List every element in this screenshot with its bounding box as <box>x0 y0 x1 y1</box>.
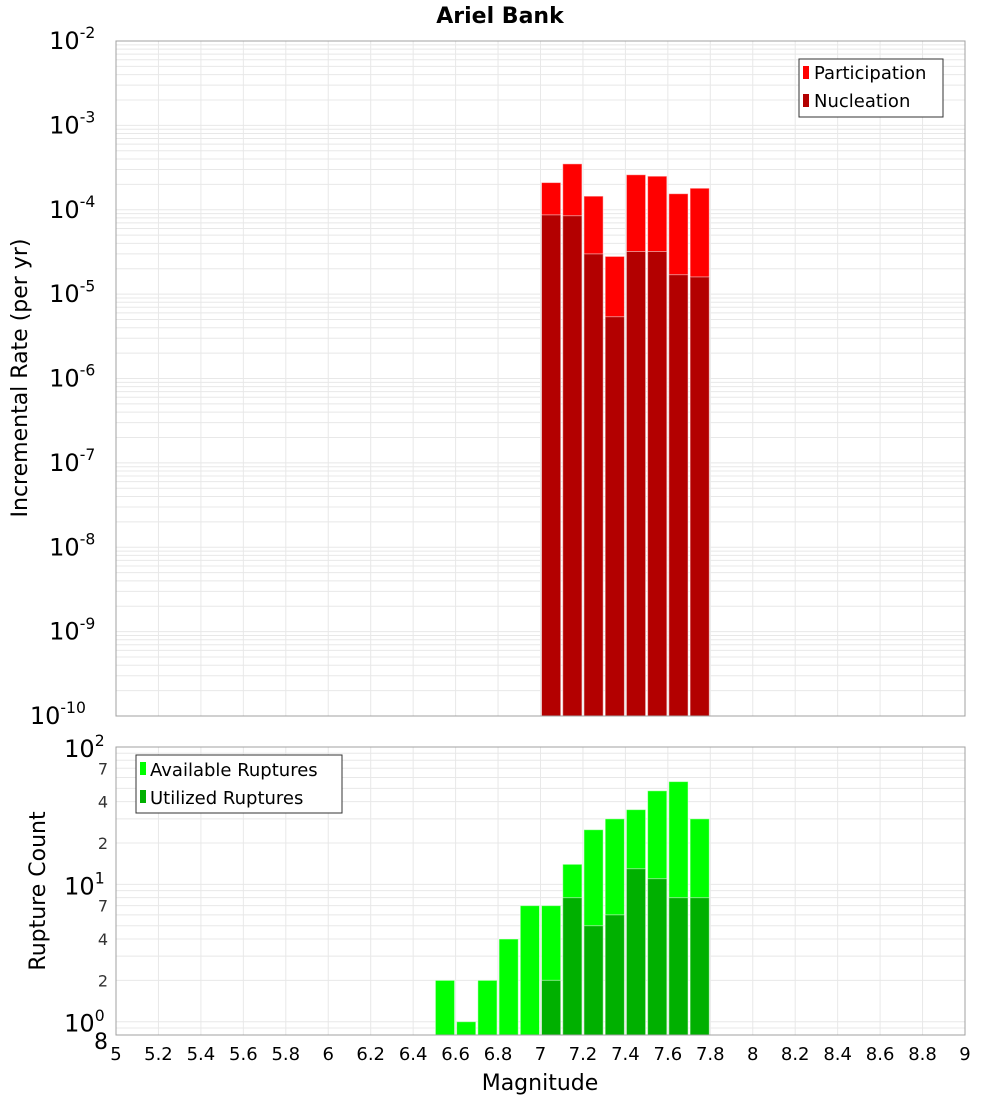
legend <box>135 754 343 814</box>
bar-nucleation <box>668 274 689 717</box>
x-tick-label: 6.4 <box>399 1044 428 1065</box>
legend-swatch <box>140 790 146 803</box>
bar-utilized-ruptures <box>583 925 604 1036</box>
x-tick-label: 8.2 <box>781 1044 810 1065</box>
legend-swatch <box>803 66 809 79</box>
x-tick-label: 9 <box>959 1044 970 1065</box>
x-tick-label: 5.6 <box>229 1044 258 1065</box>
bar-utilized-ruptures <box>541 979 562 1036</box>
bar-utilized-ruptures <box>647 878 668 1036</box>
legend-label: Available Ruptures <box>150 760 318 781</box>
x-tick-label: 6.2 <box>356 1044 385 1065</box>
y-tick-label: 10-5 <box>49 277 95 308</box>
x-tick-label: 8.6 <box>866 1044 895 1065</box>
y-tick-label: 10-9 <box>49 615 95 646</box>
x-tick-label: 6 <box>323 1044 334 1065</box>
legend-label: Nucleation <box>814 91 910 112</box>
x-tick-label: 6.6 <box>441 1044 470 1065</box>
bar-nucleation <box>647 251 668 717</box>
bar-available-ruptures <box>456 1021 477 1036</box>
x-tick-label: 8.4 <box>823 1044 852 1065</box>
plot-frame <box>115 40 966 717</box>
bar-nucleation <box>625 251 647 717</box>
y-tick-label: 10-3 <box>49 109 95 140</box>
legend <box>798 58 944 118</box>
bar-utilized-ruptures <box>625 868 647 1036</box>
y-tick-label: 101 <box>64 870 104 901</box>
x-tick-label: 8 <box>747 1044 758 1065</box>
y-minor-tick-label: 7 <box>98 759 108 778</box>
y-minor-tick-label: 4 <box>98 793 108 812</box>
y-axis-label: Incremental Rate (per yr) <box>8 239 33 518</box>
y-tick-label: 10-8 <box>49 530 95 561</box>
y-minor-tick-label: 2 <box>98 971 108 990</box>
x-tick-label: 5.2 <box>144 1044 173 1065</box>
y-tick-label: 10-4 <box>49 193 95 224</box>
bar-available-ruptures <box>498 938 519 1036</box>
y-minor-tick-label: 4 <box>98 930 108 949</box>
bar-utilized-ruptures <box>668 897 689 1036</box>
x-tick-label: 5 <box>110 1044 121 1065</box>
x-axis-label: Magnitude <box>482 1071 599 1096</box>
bar-nucleation <box>604 316 625 717</box>
plot-frame <box>115 746 966 1036</box>
y-tick-label: 10-10 <box>30 699 86 730</box>
bar-nucleation <box>541 214 562 717</box>
x-tick-label: 7.8 <box>696 1044 725 1065</box>
y-tick-label: 102 <box>64 732 104 763</box>
bar-utilized-ruptures <box>562 897 583 1036</box>
x-tick-label: 7.2 <box>569 1044 598 1065</box>
x-tick-label: 7 <box>535 1044 546 1065</box>
x-tick-label: 5.4 <box>187 1044 216 1065</box>
y-axis-label: Rupture Count <box>26 811 51 971</box>
chart-title: Ariel Bank <box>436 4 565 29</box>
x-tick-label: 7.6 <box>654 1044 683 1065</box>
y-tick-label: 10-2 <box>49 24 95 55</box>
x-tick-label: 6.8 <box>484 1044 513 1065</box>
legend-label: Utilized Ruptures <box>150 788 303 809</box>
x-tick-label: 5.8 <box>271 1044 300 1065</box>
y-minor-tick-label: 7 <box>98 897 108 916</box>
x-tick-label: 8.8 <box>908 1044 937 1065</box>
legend-swatch <box>140 762 146 775</box>
y-tick-label: 10-7 <box>49 446 95 477</box>
x-tick-label: 7.4 <box>611 1044 640 1065</box>
bar-available-ruptures <box>519 905 541 1036</box>
legend-label: Participation <box>814 63 926 84</box>
y-tick-label: 100 <box>64 1007 104 1038</box>
bar-utilized-ruptures <box>689 897 710 1036</box>
bar-nucleation <box>562 215 583 717</box>
bar-available-ruptures <box>477 979 498 1036</box>
y-minor-tick-label: 2 <box>98 834 108 853</box>
y-minor-tick-label: 8 <box>94 1030 108 1055</box>
bar-nucleation <box>583 253 604 717</box>
legend-swatch <box>803 94 809 107</box>
y-tick-label: 10-6 <box>49 362 95 393</box>
bar-nucleation <box>689 276 710 717</box>
bar-utilized-ruptures <box>604 914 625 1036</box>
bar-available-ruptures <box>434 979 456 1036</box>
